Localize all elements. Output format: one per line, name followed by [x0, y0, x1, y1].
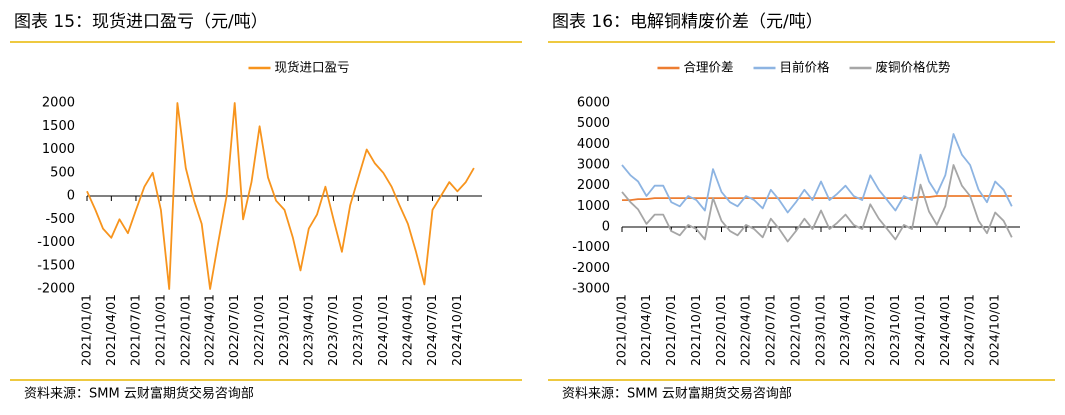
- y-tick-label: -1000: [37, 235, 75, 250]
- x-tick-label: 2023/07/01: [325, 294, 340, 366]
- x-tick-label: 2023/07/01: [862, 294, 877, 366]
- x-tick-label: 2021/07/01: [127, 294, 142, 366]
- y-tick-label: 1500: [42, 119, 75, 134]
- x-tick-label: 2022/07/01: [226, 294, 241, 366]
- x-tick-label: 2024/10/01: [987, 294, 1002, 366]
- x-tick-label: 2023/04/01: [300, 294, 315, 366]
- x-tick-label: 2022/04/01: [738, 294, 753, 366]
- x-tick-label: 2023/01/01: [276, 294, 291, 366]
- y-tick-label: 2000: [42, 96, 75, 111]
- legend-label: 目前价格: [779, 60, 830, 75]
- x-tick-label: 2022/10/01: [787, 294, 802, 366]
- y-tick-label: 0: [602, 220, 610, 235]
- series-line: [622, 195, 1012, 201]
- x-tick-label: 2023/10/01: [887, 294, 902, 366]
- series-line: [621, 164, 1013, 243]
- x-tick-label: 2024/04/01: [937, 294, 952, 366]
- x-tick-label: 2022/04/01: [202, 294, 217, 366]
- x-tick-label: 2021/01/01: [614, 294, 629, 366]
- x-tick-label: 2021/07/01: [663, 294, 678, 366]
- x-tick-label: 2024/07/01: [424, 294, 439, 366]
- x-tick-label: 2023/10/01: [350, 294, 365, 366]
- x-tick-label: 2021/01/01: [79, 294, 94, 366]
- y-tick-label: 2000: [577, 178, 610, 193]
- y-tick-label: -2000: [37, 282, 75, 297]
- x-tick-label: 2022/01/01: [177, 294, 192, 366]
- x-tick-label: 2021/10/01: [688, 294, 703, 366]
- x-tick-label: 2021/04/01: [103, 294, 118, 366]
- x-tick-label: 2022/01/01: [713, 294, 728, 366]
- chart-title: 图表 16：电解铜精废价差（元/吨）: [552, 12, 823, 32]
- x-tick-label: 2023/01/01: [813, 294, 828, 366]
- y-tick-label: 4000: [577, 137, 610, 152]
- x-tick-label: 2024/01/01: [375, 294, 390, 366]
- legend-label: 合理价差: [683, 60, 733, 75]
- y-tick-label: -500: [45, 212, 75, 227]
- x-tick-label: 2024/07/01: [962, 294, 977, 366]
- y-tick-label: -1500: [37, 258, 75, 273]
- y-tick-label: 3000: [577, 158, 610, 173]
- y-tick-label: -3000: [572, 282, 610, 297]
- legend-label: 废铜价格优势: [876, 60, 952, 75]
- y-tick-label: 500: [50, 165, 75, 180]
- x-tick-label: 2023/04/01: [837, 294, 852, 366]
- y-tick-label: -1000: [572, 240, 610, 255]
- series-line: [621, 133, 1013, 214]
- x-tick-label: 2022/10/01: [251, 294, 266, 366]
- y-tick-label: 0: [67, 189, 75, 204]
- source: 资料来源：SMM 云财富期货交易咨询部: [24, 386, 254, 402]
- x-tick-label: 2021/10/01: [152, 294, 167, 366]
- y-tick-label: -2000: [572, 261, 610, 276]
- series-line: [86, 102, 475, 290]
- y-tick-label: 1000: [42, 142, 75, 157]
- y-tick-label: 1000: [577, 199, 610, 214]
- x-tick-label: 2024/10/01: [449, 294, 464, 366]
- chart-title: 图表 15：现货进口盈亏（元/吨）: [14, 12, 268, 32]
- x-tick-label: 2024/01/01: [912, 294, 927, 366]
- legend-label: 现货进口盈亏: [274, 60, 349, 75]
- x-tick-label: 2024/04/01: [399, 294, 414, 366]
- y-tick-label: 6000: [577, 96, 610, 111]
- x-tick-label: 2022/07/01: [762, 294, 777, 366]
- y-tick-label: 5000: [577, 116, 610, 131]
- source: 资料来源：SMM 云财富期货交易咨询部: [562, 386, 792, 402]
- x-tick-label: 2021/04/01: [638, 294, 653, 366]
